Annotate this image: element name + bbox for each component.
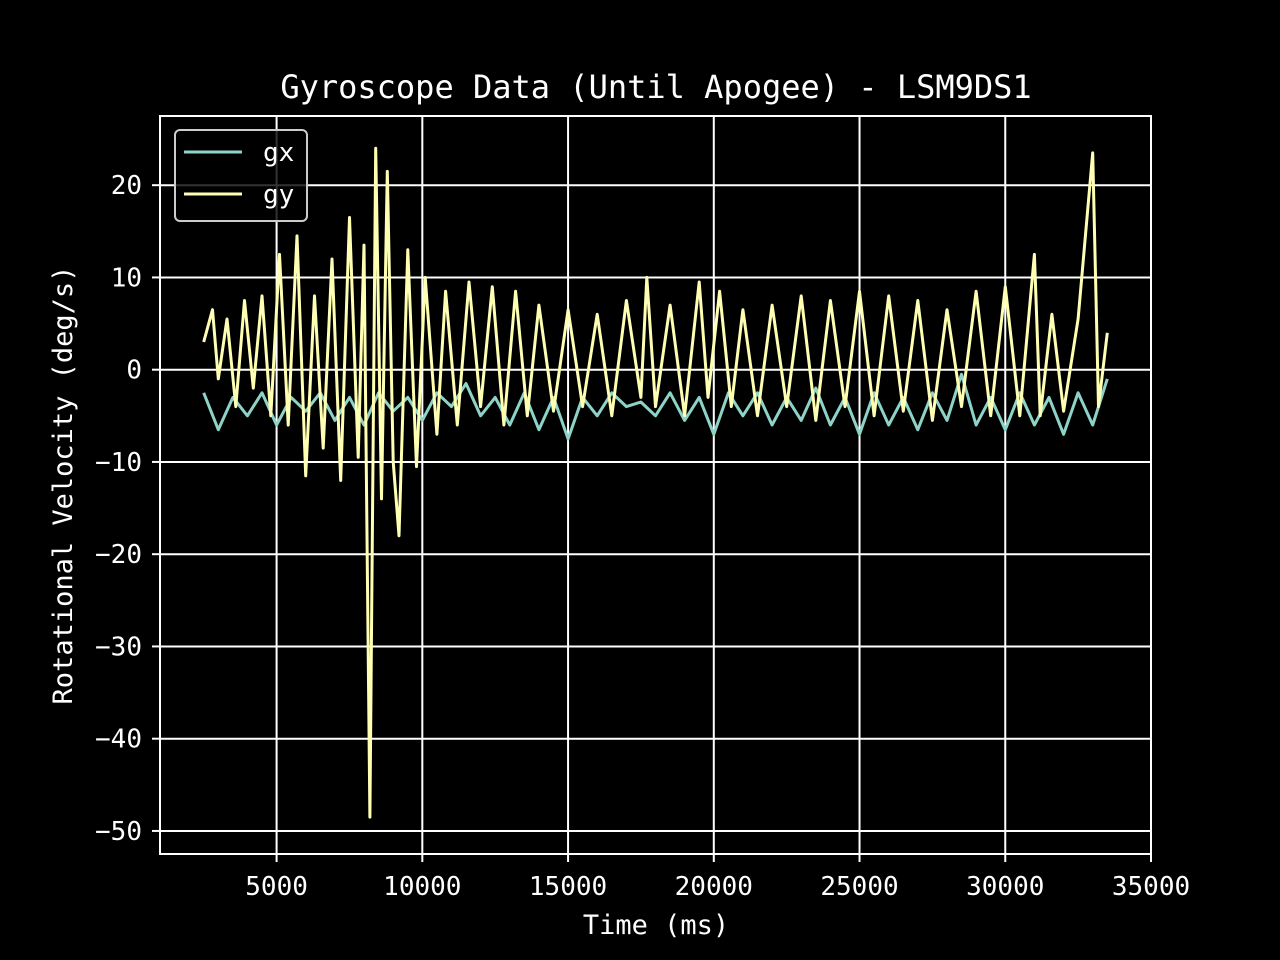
- x-axis-label: Time (ms): [583, 910, 729, 941]
- y-tick-label: −10: [95, 448, 142, 478]
- x-tick-label: 10000: [383, 872, 461, 902]
- x-tick-label: 20000: [675, 872, 753, 902]
- legend-label-gy: gy: [263, 180, 294, 210]
- y-tick-label: −50: [95, 817, 142, 847]
- series-line-gy: [202, 146, 1109, 819]
- axis-ticks: 5000 10000 15000 20000 25000 30000 35000 −50 −40…: [95, 171, 1190, 902]
- y-tick-label: 10: [111, 263, 142, 293]
- y-tick-label: −40: [95, 725, 142, 755]
- x-tick-label: 30000: [966, 872, 1044, 902]
- y-tick-label: 0: [126, 356, 142, 386]
- x-tick-label: 35000: [1112, 872, 1190, 902]
- x-tick-label: 15000: [529, 872, 607, 902]
- series-line-gx: [202, 372, 1109, 441]
- series-lines: [202, 146, 1109, 819]
- y-tick-label: −20: [95, 540, 142, 570]
- legend-label-gx: gx: [263, 138, 294, 168]
- y-tick-label: −30: [95, 632, 142, 662]
- y-tick-label: 20: [111, 171, 142, 201]
- x-tick-label: 25000: [820, 872, 898, 902]
- x-tick-label: 5000: [245, 872, 308, 902]
- legend: gx gy: [174, 129, 308, 222]
- chart-title: Gyroscope Data (Until Apogee) - LSM9DS1: [280, 68, 1031, 106]
- grid-lines: [160, 116, 1152, 854]
- plot-frame: [159, 115, 1152, 855]
- y-axis-label: Rotational Velocity (deg/s): [48, 266, 79, 705]
